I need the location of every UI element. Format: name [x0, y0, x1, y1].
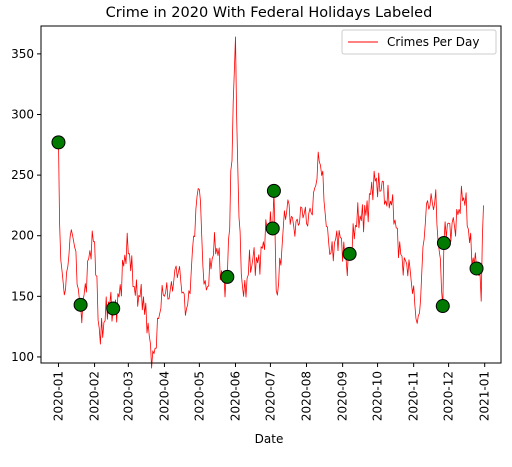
- y-tick-label: 100: [11, 350, 34, 364]
- holiday-marker: [106, 301, 121, 316]
- y-tick-label: 300: [11, 107, 34, 121]
- x-tick-label: 2020-05: [192, 371, 206, 421]
- x-tick-label: 2020-12: [442, 371, 456, 421]
- legend-box: [341, 29, 497, 55]
- x-tick-label: 2020-09: [336, 371, 350, 421]
- series-line-crimes-per-day: [58, 36, 484, 369]
- y-tick-label: 200: [11, 229, 34, 243]
- x-tick-label: 2021-01: [478, 371, 492, 421]
- holiday-marker: [435, 299, 450, 314]
- x-tick-label: 2020-02: [88, 371, 102, 421]
- x-tick-label: 2020-07: [263, 371, 277, 421]
- x-tick-label: 2020-04: [157, 371, 171, 421]
- x-axis: 2020-01 2020-02 2020-03 2020-04 2020-05 2020-…: [51, 363, 492, 421]
- y-tick-label: 150: [11, 289, 34, 303]
- x-axis-label: Date: [255, 432, 284, 446]
- holiday-marker: [265, 221, 280, 236]
- y-tick-label: 350: [11, 47, 34, 61]
- legend: Crimes Per Day: [341, 29, 497, 55]
- plot-area: [51, 36, 484, 369]
- holiday-marker: [51, 135, 66, 150]
- chart-title: Crime in 2020 With Federal Holidays Labe…: [106, 5, 433, 21]
- holiday-marker: [220, 269, 235, 284]
- x-tick-label: 2020-01: [51, 371, 65, 421]
- legend-entry-crimes-per-day: Crimes Per Day: [387, 35, 479, 49]
- holiday-marker: [436, 235, 451, 250]
- y-tick-label: 250: [11, 168, 34, 182]
- holiday-marker: [73, 297, 88, 312]
- holiday-marker: [469, 261, 484, 276]
- x-tick-label: 2020-08: [300, 371, 314, 421]
- x-tick-label: 2020-11: [407, 371, 421, 421]
- x-tick-label: 2020-06: [228, 371, 242, 421]
- holiday-marker: [266, 183, 281, 198]
- x-tick-label: 2020-03: [121, 371, 135, 421]
- plot-frame: [40, 25, 502, 364]
- x-tick-label: 2020-10: [371, 371, 385, 421]
- y-axis: 100 150 200 250 300 350: [11, 47, 41, 364]
- holiday-marker: [342, 246, 357, 261]
